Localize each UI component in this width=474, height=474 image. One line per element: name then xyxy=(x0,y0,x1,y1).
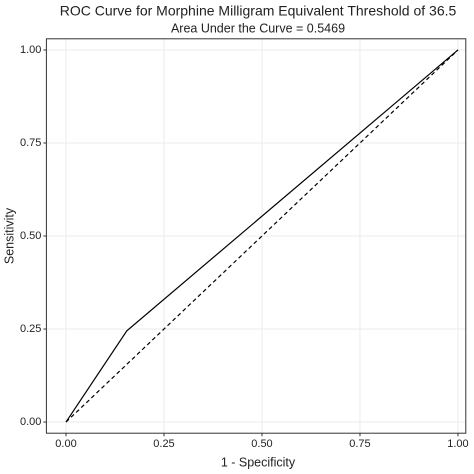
roc-line xyxy=(65,49,459,423)
plot-border xyxy=(45,38,467,434)
x-tick-label: 1.00 xyxy=(447,438,468,450)
x-axis-label: 1 - Specificity xyxy=(221,455,296,469)
y-tick-label: 0.50 xyxy=(20,230,41,242)
y-tick-label: 0.75 xyxy=(20,137,41,149)
x-tick-label: 0.00 xyxy=(55,438,76,450)
x-tick-label: 0.50 xyxy=(251,438,272,450)
chart-subtitle: Area Under the Curve = 0.5469 xyxy=(171,21,345,35)
y-tick-label: 0.00 xyxy=(20,416,41,428)
y-tick-label: 0.25 xyxy=(20,323,41,335)
x-tick-label: 0.75 xyxy=(349,438,370,450)
roc-line xyxy=(65,49,459,423)
y-tick-label: 1.00 xyxy=(20,44,41,56)
chart-title: ROC Curve for Morphine Milligram Equival… xyxy=(60,3,457,19)
y-axis-label: Sensitivity xyxy=(2,207,16,264)
x-tick-label: 0.25 xyxy=(153,438,174,450)
